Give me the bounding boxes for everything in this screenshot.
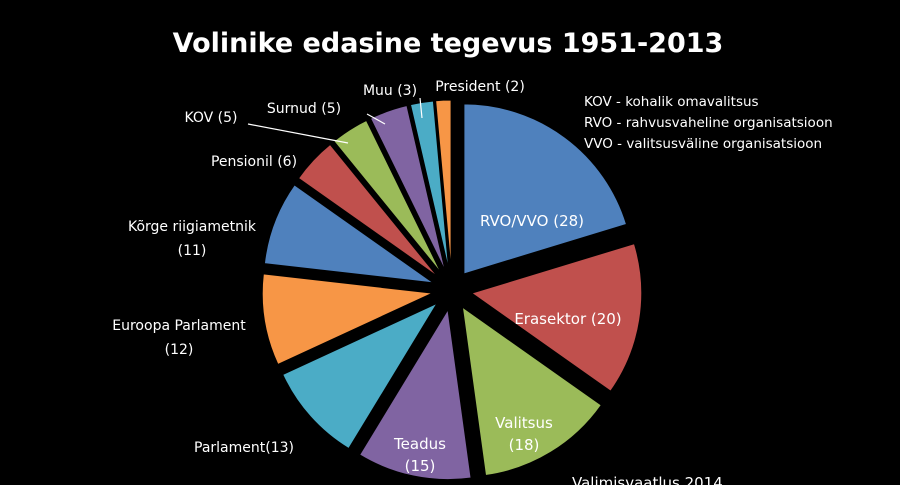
pie-slice-surnud [369,104,446,272]
leader-line-muu [419,97,423,119]
legend-note-3: VVO - valitsusväline organisatsioon [584,136,822,152]
slice-label-surnud: Surnud (5) [267,101,341,117]
pie-slice-president [435,99,452,271]
slice-label-euroopa-parlament-line1: Euroopa Parlament [112,318,246,334]
leader-line-surnud [366,113,386,125]
slice-label-rvo-vvo: RVO/VVO (28) [480,212,584,230]
slice-label-pensionil: Pensionil (6) [211,154,297,170]
slice-label-teadus-line1: Teadus [393,435,446,453]
pie-slice-rvo-vvo [463,103,628,275]
pie-slice-valitsus [461,306,602,477]
pie-slice-teadus [358,308,472,481]
leader-lines [247,97,423,144]
slice-label-euroopa-parlament-line2: (12) [165,342,194,358]
slice-labels: RVO/VVO (28) Erasektor (20) Valitsus (18) Te… [112,79,621,475]
slice-label-parlament: Parlament(13) [194,440,294,456]
chart-title: Volinike edasine tegevus 1951-2013 [173,28,724,59]
legend-note-1: KOV - kohalik omavalitsus [584,94,759,110]
slice-label-muu: Muu (3) [363,83,417,99]
leader-line-kov [247,123,349,144]
pie-slice-euroopa-parlament [261,273,435,366]
slice-label-president: President (2) [435,79,525,95]
pie-slice-kov [333,119,442,274]
pie-slices [261,99,643,481]
slice-label-valitsus-line2: (18) [509,436,540,454]
slice-label-teadus-line2: (15) [405,457,436,475]
pie-slice-parlament [282,302,439,450]
pie-slice-pensionil [297,143,438,277]
legend-note-2: RVO - rahvusvaheline organisatsioon [584,115,833,131]
pie-slice-korge-riigiametnik [263,184,434,284]
slice-label-korge-riigiametnik-line1: Kõrge riigiametnik [128,219,257,235]
slice-label-erasektor: Erasektor (20) [514,310,621,328]
pie-slice-erasektor [470,242,643,392]
footnote-text: Valimisvaatlus 2014 [572,474,723,485]
legend-notes: KOV - kohalik omavalitsus RVO - rahvusvah… [584,94,833,152]
slice-label-kov: KOV (5) [184,110,237,126]
slice-label-korge-riigiametnik-line2: (11) [178,243,207,259]
pie-slice-muu [409,100,450,271]
slice-label-valitsus-line1: Valitsus [495,414,553,432]
